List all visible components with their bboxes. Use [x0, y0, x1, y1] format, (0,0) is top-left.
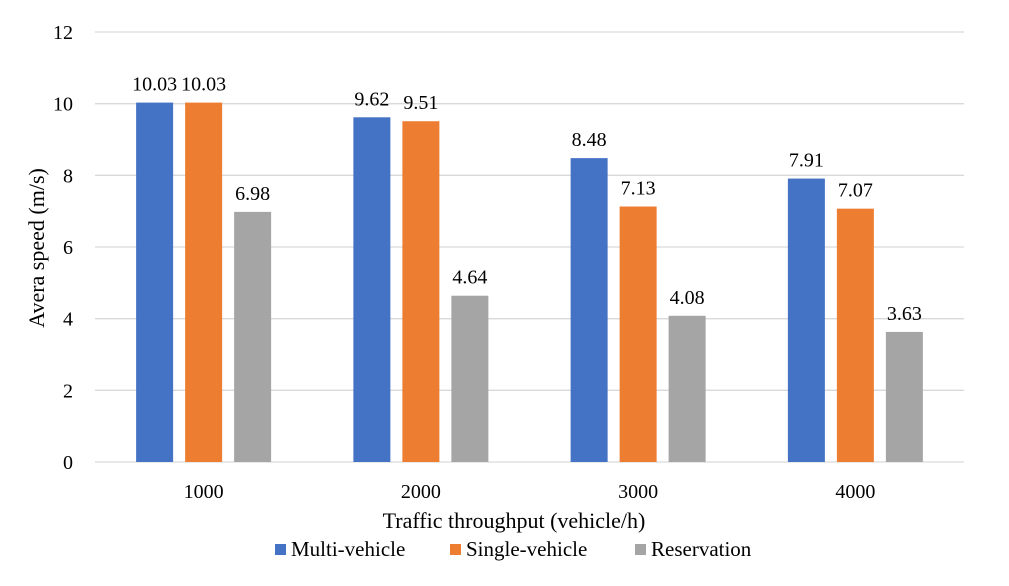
data-label: 6.98 [235, 183, 270, 205]
bar-single-vehicle-3000 [619, 206, 657, 462]
bar-single-vehicle-4000 [836, 208, 874, 462]
bar-reservation-4000 [885, 331, 923, 462]
data-label: 3.63 [887, 303, 922, 325]
data-label: 4.08 [670, 287, 705, 309]
data-label: 4.64 [452, 267, 487, 289]
legend: Multi-vehicle Single-vehicle Reservation [275, 537, 752, 561]
x-tick-label: 1000 [184, 481, 224, 503]
y-axis-title: Avera speed (m/s) [24, 168, 49, 328]
legend-label: Reservation [651, 537, 752, 561]
y-axis-ticks: 0 2 4 6 8 10 12 [53, 22, 73, 474]
data-label: 7.91 [789, 150, 824, 172]
x-tick-label: 2000 [401, 481, 441, 503]
bar-reservation-2000 [451, 295, 489, 462]
y-tick-label: 10 [53, 94, 73, 116]
bars [136, 102, 923, 463]
legend-label: Single-vehicle [466, 537, 587, 561]
bar-single-vehicle-1000 [185, 102, 223, 462]
x-tick-label: 3000 [618, 481, 658, 503]
x-tick-label: 4000 [835, 481, 875, 503]
y-tick-label: 0 [63, 452, 73, 474]
data-label: 10.03 [132, 74, 177, 96]
data-label: 9.62 [354, 88, 389, 110]
data-label: 8.48 [572, 129, 607, 151]
data-label: 7.13 [621, 178, 656, 200]
y-tick-label: 8 [63, 165, 73, 187]
bar-multi-vehicle-2000 [353, 117, 391, 463]
legend-swatch [450, 544, 461, 555]
bar-reservation-1000 [234, 211, 272, 462]
x-axis-ticks: 1000 2000 3000 4000 [184, 481, 876, 503]
bar-multi-vehicle-1000 [136, 102, 174, 462]
data-labels: 10.03 10.03 6.98 9.62 9.51 4.64 8.48 7.13 4.08 7.… [132, 74, 922, 325]
x-axis-title: Traffic throughput (vehicle/h) [383, 508, 646, 533]
data-label: 10.03 [181, 74, 226, 96]
bar-multi-vehicle-4000 [787, 178, 825, 462]
legend-swatch [275, 544, 286, 555]
y-tick-label: 12 [53, 22, 73, 44]
data-label: 7.07 [838, 180, 873, 202]
data-label: 9.51 [403, 92, 438, 114]
y-tick-label: 6 [63, 237, 73, 259]
bar-multi-vehicle-3000 [570, 158, 608, 462]
bar-reservation-3000 [668, 315, 706, 462]
y-tick-label: 2 [63, 380, 73, 402]
gridlines [95, 31, 964, 463]
legend-label: Multi-vehicle [291, 537, 405, 561]
bar-single-vehicle-2000 [402, 121, 440, 462]
legend-swatch [635, 544, 646, 555]
y-tick-label: 4 [63, 309, 73, 331]
